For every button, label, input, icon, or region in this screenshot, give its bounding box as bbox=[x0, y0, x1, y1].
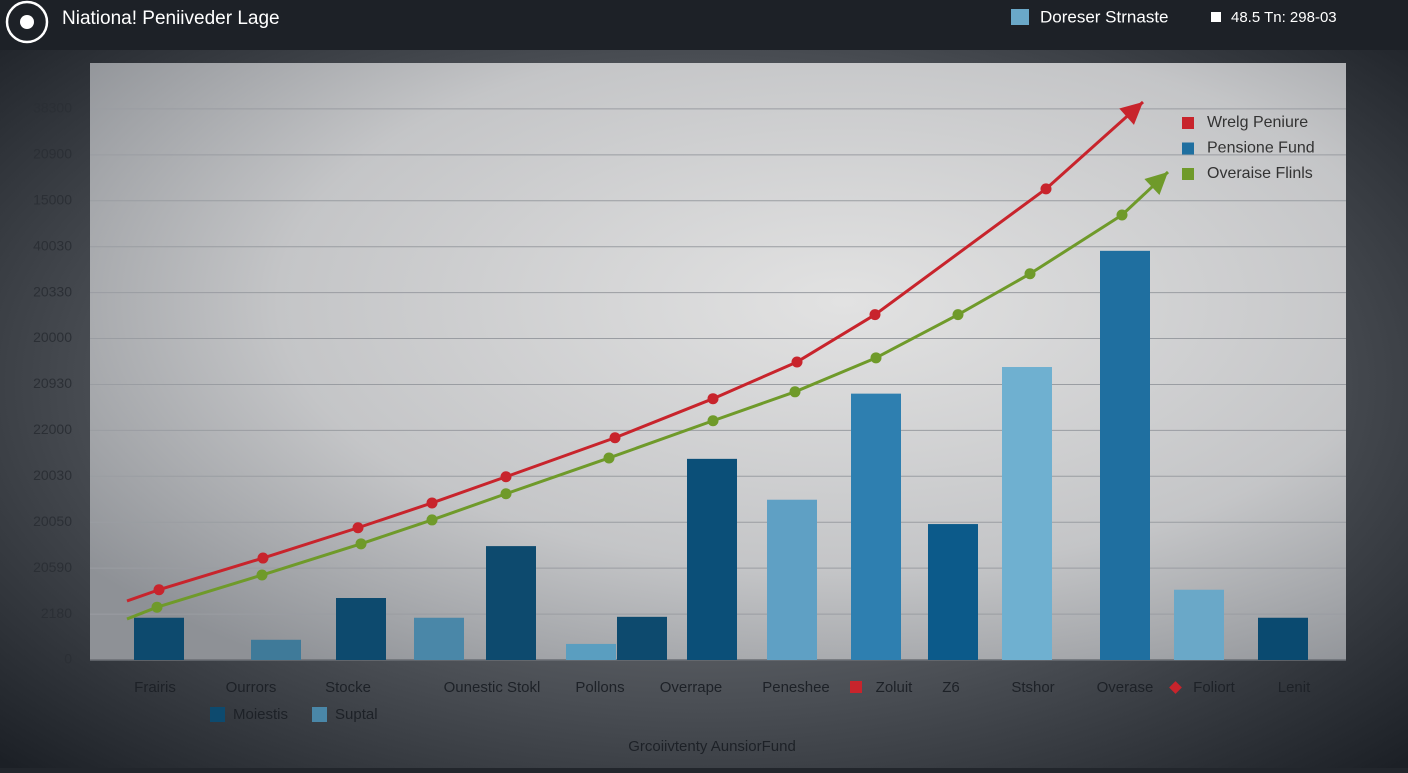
line-point bbox=[1024, 268, 1036, 280]
legend-swatch bbox=[1182, 142, 1194, 155]
line-point bbox=[707, 393, 719, 405]
line-point bbox=[609, 432, 621, 444]
bar bbox=[134, 617, 184, 660]
line-point bbox=[151, 601, 163, 613]
line bbox=[156, 213, 1123, 609]
y-tick-label: 22000 bbox=[33, 421, 72, 437]
line-point bbox=[603, 452, 615, 464]
line-point bbox=[869, 309, 881, 321]
legend-label: Doreser Strnaste bbox=[1040, 7, 1169, 26]
bar bbox=[336, 598, 386, 660]
line-point bbox=[153, 584, 165, 596]
legend-label: Wrelg Peniure bbox=[1207, 114, 1308, 131]
bar bbox=[767, 499, 817, 660]
line-point bbox=[791, 356, 803, 368]
line-point bbox=[500, 471, 512, 483]
legend-swatch bbox=[1182, 168, 1194, 180]
y-tick-label: 2180 bbox=[41, 605, 72, 621]
y-tick-label: 20930 bbox=[33, 375, 72, 391]
arrow-head bbox=[1119, 102, 1143, 125]
bar bbox=[414, 617, 464, 660]
y-tick-label: 20330 bbox=[33, 283, 72, 299]
lead-in bbox=[126, 588, 160, 603]
logo-dot bbox=[20, 15, 34, 29]
legend-label: Moiestis bbox=[233, 706, 288, 723]
x-label: Lenit bbox=[1278, 679, 1311, 696]
header-bar bbox=[0, 0, 1408, 50]
y-tick-label: 20590 bbox=[33, 559, 72, 575]
x-label-marker bbox=[850, 681, 862, 693]
line bbox=[158, 187, 1047, 592]
line-point bbox=[1116, 209, 1128, 221]
bar bbox=[1002, 367, 1052, 660]
line-point bbox=[426, 497, 438, 509]
arrow-head bbox=[1144, 172, 1168, 196]
x-label: Overase bbox=[1097, 679, 1154, 696]
line-point bbox=[426, 514, 438, 526]
line-point bbox=[1040, 183, 1052, 195]
y-tick-label: 20000 bbox=[33, 329, 72, 345]
legend-label: Suptal bbox=[335, 706, 378, 723]
legend-swatch bbox=[312, 707, 327, 722]
x-label: Z6 bbox=[942, 679, 960, 696]
logo bbox=[5, 0, 49, 44]
bar bbox=[617, 616, 667, 660]
y-tick-label: 0 bbox=[64, 651, 72, 667]
y-tick-label: 40030 bbox=[33, 237, 72, 253]
bar bbox=[1258, 617, 1308, 660]
bar bbox=[251, 639, 301, 660]
legend-label: Overaise Flinls bbox=[1207, 165, 1313, 182]
x-label: Overrape bbox=[660, 679, 723, 696]
line-point bbox=[707, 415, 719, 427]
y-tick-label: 15000 bbox=[33, 191, 72, 207]
title: Niationa! Peniiveder Lage bbox=[62, 8, 280, 29]
bar bbox=[1100, 250, 1150, 660]
line-point bbox=[352, 522, 364, 534]
legend-swatch bbox=[1011, 9, 1029, 25]
bar bbox=[928, 524, 978, 660]
line-point bbox=[952, 309, 964, 321]
bar bbox=[566, 643, 616, 660]
line-point bbox=[870, 352, 882, 364]
bar bbox=[1174, 589, 1224, 660]
x-label: Foliort bbox=[1193, 679, 1236, 696]
status-swatch bbox=[1211, 12, 1221, 22]
x-label: Zoluit bbox=[876, 679, 914, 696]
y-tick-label: 20030 bbox=[33, 467, 72, 483]
bar bbox=[851, 393, 901, 660]
x-label: Pollons bbox=[575, 679, 624, 696]
line-point bbox=[256, 569, 268, 581]
line-point bbox=[500, 488, 512, 500]
y-tick-label: 20050 bbox=[33, 513, 72, 529]
y-tick-label: 20900 bbox=[33, 146, 72, 162]
legend-label: Pensione Fund bbox=[1207, 140, 1315, 157]
bar bbox=[486, 546, 536, 660]
x-label: Ounestic Stokl bbox=[444, 679, 541, 696]
legend-swatch bbox=[1182, 117, 1194, 129]
x-label: Peneshee bbox=[762, 679, 830, 696]
x-label: Stshor bbox=[1011, 679, 1054, 696]
status-text: 48.5 Tn: 298-03 bbox=[1231, 9, 1337, 26]
y-tick-label: 38300 bbox=[33, 100, 72, 116]
legend-swatch bbox=[210, 707, 225, 722]
x-label: Frairis bbox=[134, 679, 176, 696]
bar bbox=[687, 458, 737, 660]
x-label: Stocke bbox=[325, 679, 371, 696]
line-point bbox=[355, 538, 367, 550]
caption: Grcoiivtenty AunsiorFund bbox=[628, 738, 796, 755]
line-point bbox=[257, 552, 269, 564]
line-point bbox=[789, 386, 801, 398]
x-label: Ourrors bbox=[226, 679, 277, 696]
